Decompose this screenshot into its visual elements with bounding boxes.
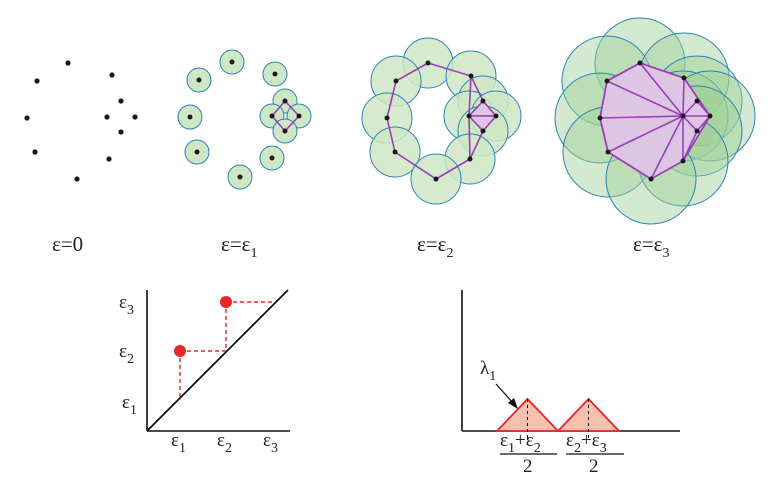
point-cloud-eps-3	[554, 17, 756, 225]
stage-labels: ε=0 ε=ε1 ε=ε2 ε=ε3	[52, 232, 670, 261]
point-cloud-eps-2	[361, 37, 522, 205]
y-tick-eps2: ε2	[119, 341, 134, 367]
persistence-landscape: λ1 ε1+ε2 2 ε2+ε3 2	[461, 290, 680, 477]
persistence-guide	[225, 301, 272, 351]
point-cloud-eps-0	[24, 60, 138, 182]
point	[118, 129, 124, 135]
point	[65, 60, 71, 66]
landscape-tick-2: ε2+ε3 2	[566, 430, 624, 477]
svg-text:2: 2	[523, 456, 533, 477]
x-tick-eps3: ε3	[263, 430, 278, 456]
landscape-tent	[494, 397, 561, 432]
point	[32, 149, 38, 155]
persistence-point	[174, 345, 186, 357]
point-cloud-eps-1	[177, 49, 312, 190]
point	[109, 72, 115, 78]
landscape-tents	[494, 397, 622, 441]
diagonal-line	[146, 289, 289, 432]
point	[24, 115, 30, 121]
stage-label-2: ε=ε2	[417, 232, 454, 261]
stage-label-0: ε=0	[52, 232, 83, 256]
lambda-arrowhead	[508, 398, 518, 409]
svg-text:ε1+ε2: ε1+ε2	[500, 430, 541, 456]
y-tick-eps3: ε3	[119, 292, 134, 318]
point	[106, 156, 112, 162]
svg-text:2: 2	[589, 456, 599, 477]
persistence-points	[174, 296, 232, 357]
point	[74, 176, 80, 182]
point	[118, 98, 124, 104]
landscape-tick-1: ε1+ε2 2	[500, 430, 557, 477]
persistence-guides	[179, 301, 272, 398]
y-tick-eps1: ε1	[122, 392, 137, 418]
persistence-point	[220, 296, 232, 308]
svg-text:ε2+ε3: ε2+ε3	[566, 430, 607, 456]
lambda-label: λ1	[480, 358, 496, 384]
stage-label-1: ε=ε1	[221, 232, 258, 261]
stage-label-3: ε=ε3	[633, 232, 670, 261]
persistence-guide	[179, 350, 226, 398]
point	[132, 114, 138, 120]
point	[34, 78, 40, 84]
x-tick-eps2: ε2	[217, 430, 232, 456]
landscape-tent	[555, 397, 622, 432]
persistence-diagram: ε3 ε2 ε1 ε1 ε2 ε3	[119, 289, 290, 456]
point	[104, 114, 110, 120]
x-tick-eps1: ε1	[171, 430, 186, 456]
